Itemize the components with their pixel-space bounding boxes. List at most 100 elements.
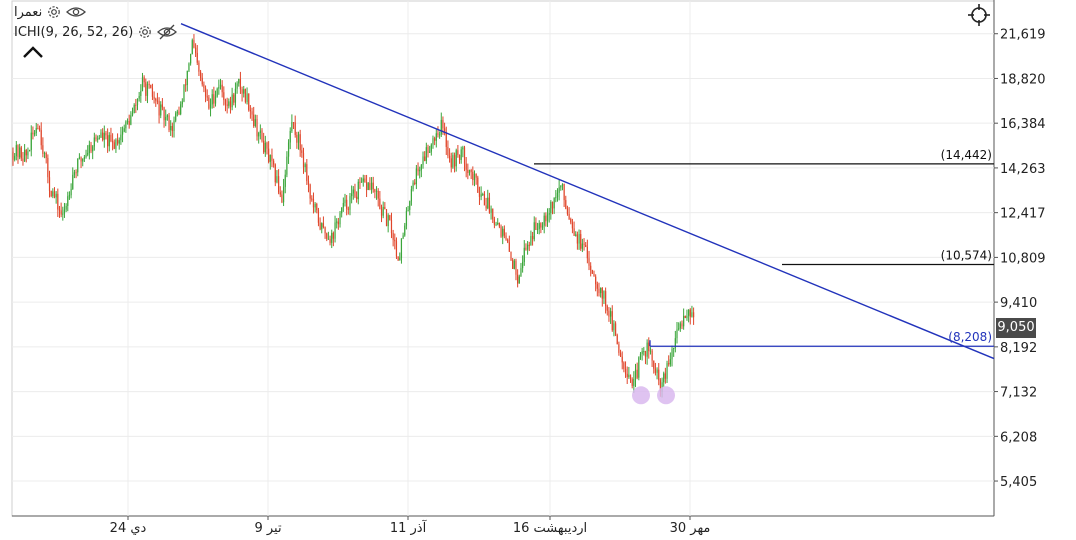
gear-icon[interactable] — [46, 4, 62, 20]
candle — [546, 208, 549, 227]
candle — [201, 73, 203, 87]
eye-off-icon[interactable] — [157, 24, 178, 40]
candle — [390, 212, 393, 239]
time-axis[interactable]: 24 دي 9 تير 11 آذر 16 ارديبهشت 30 مهر — [110, 516, 711, 536]
candle — [296, 131, 298, 149]
candle — [570, 217, 572, 225]
candle — [536, 222, 539, 234]
candle — [301, 144, 303, 158]
candle — [175, 111, 177, 123]
candle — [19, 143, 21, 160]
candle — [32, 126, 34, 140]
candle — [47, 154, 49, 184]
candle — [336, 218, 338, 229]
candle — [658, 363, 660, 386]
candle — [269, 154, 271, 170]
candle — [455, 148, 457, 172]
y-tick-label: 18,820 — [1000, 72, 1046, 87]
candle — [387, 213, 389, 233]
trendline[interactable] — [180, 23, 995, 360]
candle — [367, 181, 369, 191]
candle — [351, 185, 353, 204]
candle — [515, 258, 517, 281]
candle — [601, 287, 603, 307]
candle — [229, 96, 232, 114]
candle — [57, 188, 59, 217]
candle — [385, 208, 388, 227]
candle — [462, 145, 464, 158]
candle — [400, 238, 403, 264]
candle — [92, 145, 94, 160]
candle — [370, 177, 373, 194]
candle — [25, 148, 27, 163]
candle — [85, 149, 87, 159]
candle — [12, 147, 14, 166]
candle — [259, 124, 261, 140]
candle — [314, 202, 316, 213]
candle — [331, 229, 333, 249]
candle — [65, 203, 67, 213]
candle — [181, 98, 183, 108]
candle — [316, 202, 318, 214]
price-axis[interactable]: 21,619 18,820 16,384 14,263 12,417 10,809 9,41… — [994, 28, 1046, 490]
candle — [470, 168, 472, 180]
candle — [580, 229, 582, 251]
candle — [402, 232, 404, 240]
level-label: (14,442) — [941, 148, 992, 162]
candle — [507, 238, 509, 244]
candle — [123, 124, 125, 133]
eye-icon[interactable] — [66, 4, 87, 20]
candle — [610, 307, 612, 324]
chevron-up-icon[interactable] — [22, 44, 44, 63]
candle — [540, 222, 542, 234]
chart-grid — [11, 0, 995, 517]
candles-layer — [12, 34, 695, 398]
candle — [643, 347, 645, 356]
candle — [488, 192, 491, 214]
candle — [233, 92, 235, 106]
candle — [196, 45, 198, 66]
y-tick-label: 21,619 — [1000, 28, 1046, 43]
candle — [309, 183, 311, 205]
candle — [683, 308, 685, 330]
candle — [176, 109, 178, 117]
gear-icon[interactable] — [137, 24, 153, 40]
candle — [346, 195, 348, 216]
candle — [329, 235, 331, 246]
candle — [628, 366, 630, 379]
candle — [311, 195, 313, 202]
candle — [319, 217, 321, 231]
candle — [244, 88, 246, 104]
candle — [72, 167, 74, 190]
candle — [644, 350, 647, 365]
candle — [17, 144, 19, 164]
candle — [444, 122, 446, 136]
candle — [422, 151, 424, 169]
candle — [543, 212, 545, 234]
candle — [133, 103, 135, 114]
candle — [268, 141, 270, 164]
level-label: (10,574) — [941, 248, 992, 262]
candle — [321, 222, 323, 234]
candle — [138, 91, 140, 102]
candle — [352, 186, 354, 200]
candle — [375, 186, 378, 200]
candle — [112, 133, 114, 151]
candle — [291, 114, 293, 133]
candle — [362, 174, 364, 187]
candle — [155, 97, 157, 107]
candle — [191, 38, 193, 55]
candle — [145, 78, 147, 102]
x-tick-label: 9 تير — [254, 521, 282, 536]
candle — [573, 221, 575, 236]
candle — [566, 205, 569, 216]
candle — [473, 170, 476, 187]
candle — [30, 125, 32, 157]
crosshair-icon[interactable] — [968, 4, 990, 30]
candle — [289, 127, 291, 150]
candle — [83, 154, 85, 162]
candle — [365, 174, 368, 198]
candle — [429, 145, 431, 153]
candle — [341, 207, 343, 218]
